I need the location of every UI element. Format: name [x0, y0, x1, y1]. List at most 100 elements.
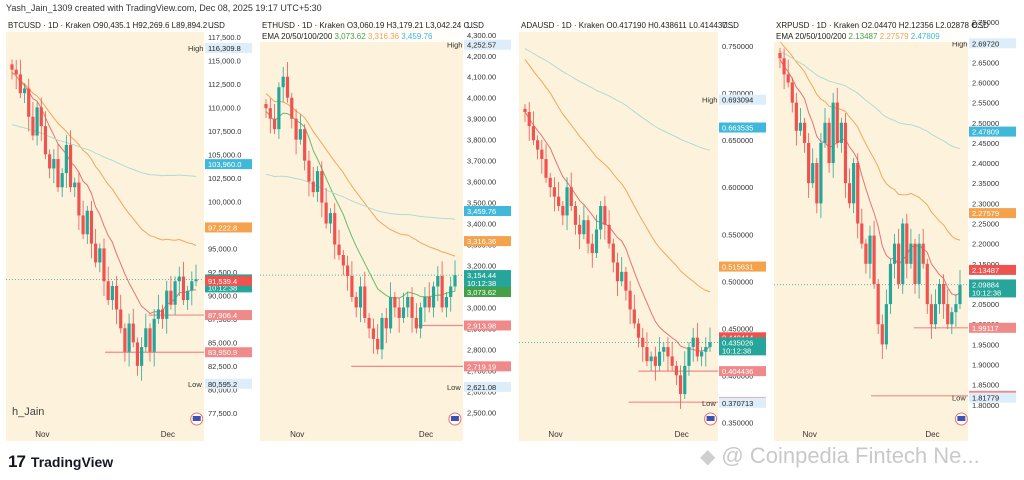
price-tick-label: 0.750000 [722, 42, 753, 51]
legend-background [260, 18, 463, 42]
candle [790, 82, 794, 103]
candle [148, 328, 152, 352]
price-badge-time: 10:12:38 [972, 288, 1001, 297]
ema20-line [524, 111, 711, 352]
candle [599, 206, 603, 230]
price-badge-label: 2.13487 [972, 266, 999, 275]
candle [31, 116, 35, 136]
candle [540, 149, 544, 160]
candle [449, 286, 453, 297]
candle [181, 276, 186, 301]
price-tick-label: 2.35000 [972, 179, 999, 188]
overlay-text: h_Jain [12, 406, 44, 418]
ema-legend-value: 2.27579 [880, 32, 911, 41]
candle [64, 144, 68, 174]
time-tick-label: Nov [35, 430, 49, 439]
candle [14, 69, 18, 75]
chart-panel-2: 4,300.00 4,200.00 4,100.00 4,000.00 3,900.00… [260, 18, 513, 441]
candle [823, 122, 827, 143]
plot-background [6, 18, 204, 441]
ema100-line [11, 124, 197, 177]
price-badge [205, 159, 252, 170]
price-tick-label: 0.600000 [722, 183, 753, 192]
price-tick-label: 82,500.0 [208, 362, 237, 371]
price-tick-label: 1.80000 [972, 401, 999, 410]
candle [937, 283, 942, 305]
candle [607, 224, 611, 244]
candle [831, 102, 835, 164]
candle [48, 154, 52, 169]
price-badge [969, 208, 1016, 219]
candle [350, 275, 354, 297]
candle [611, 243, 615, 263]
candle [410, 296, 414, 318]
price-tick-label: 90,000.0 [208, 291, 237, 300]
price-badge [205, 222, 252, 233]
candle [827, 122, 831, 164]
candle [798, 122, 803, 131]
candle [393, 296, 397, 308]
price-tick-label: 4,100.00 [467, 73, 496, 82]
price-badge [719, 366, 766, 377]
candle [843, 122, 848, 184]
candle [695, 337, 699, 357]
candle [573, 206, 578, 225]
candle [194, 279, 198, 282]
price-badge-label: 3,459.76 [467, 207, 496, 216]
event-flag-icon-inner [957, 416, 966, 421]
price-badge [969, 126, 1016, 137]
candle [89, 210, 94, 244]
ema100-line [524, 48, 711, 151]
charts-area: 117,500.0 115,000.0 112,500.0 110,000.0 107,… [6, 18, 1018, 441]
price-tick-label: 4,300.00 [467, 31, 496, 40]
price-badge [719, 94, 766, 105]
candle [856, 163, 860, 224]
tradingview-logo-text: TradingView [30, 454, 114, 470]
candle [453, 275, 457, 287]
candle [632, 309, 636, 324]
price-badge [464, 270, 511, 289]
candle [388, 296, 393, 329]
candle [114, 285, 119, 310]
price-badge [205, 347, 252, 358]
price-tick-label: 77,500.0 [208, 409, 237, 418]
time-tick-label: Dec [675, 430, 689, 439]
ema-legend-value: 3,459.76 [401, 32, 433, 41]
candle [22, 88, 27, 94]
candle [687, 347, 691, 366]
candle [636, 323, 641, 338]
candle [946, 304, 950, 325]
candle [839, 122, 843, 143]
price-badge-label: 0.435026 [722, 338, 753, 347]
price-axis [968, 18, 1018, 441]
candle [794, 102, 798, 131]
candle [552, 187, 557, 197]
candle [401, 307, 406, 318]
tradingview-logo[interactable]: 17 TradingView [8, 452, 113, 472]
candle [376, 338, 380, 350]
candle [311, 181, 315, 193]
candle [802, 122, 807, 143]
price-badge [464, 361, 511, 372]
price-badge-label: 3,154.44 [467, 271, 496, 280]
candle [527, 112, 531, 127]
event-flag-icon-inner [192, 416, 201, 421]
candle [294, 118, 298, 140]
price-badge-label: 2.69720 [972, 39, 999, 48]
badge-prefix: High [188, 44, 203, 53]
ema-legend-value: 3,073.62 [335, 32, 368, 41]
candle [561, 206, 565, 216]
candle [586, 220, 590, 244]
candle [888, 263, 893, 305]
candle [264, 104, 268, 109]
candle [807, 142, 811, 184]
candle [140, 347, 144, 366]
price-tick-label: 2,500.00 [467, 408, 496, 417]
candle [615, 262, 620, 282]
candle [909, 243, 913, 264]
candle [52, 159, 56, 169]
candle [358, 286, 363, 308]
candle [27, 88, 31, 117]
price-tick-label: 115,000.0 [208, 56, 241, 65]
price-tick-label: 1.85000 [972, 381, 999, 390]
